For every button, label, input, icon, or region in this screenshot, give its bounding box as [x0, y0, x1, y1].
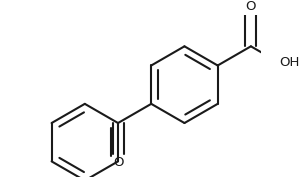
Text: O: O	[113, 156, 123, 169]
Text: O: O	[246, 0, 256, 13]
Text: OH: OH	[280, 56, 300, 69]
